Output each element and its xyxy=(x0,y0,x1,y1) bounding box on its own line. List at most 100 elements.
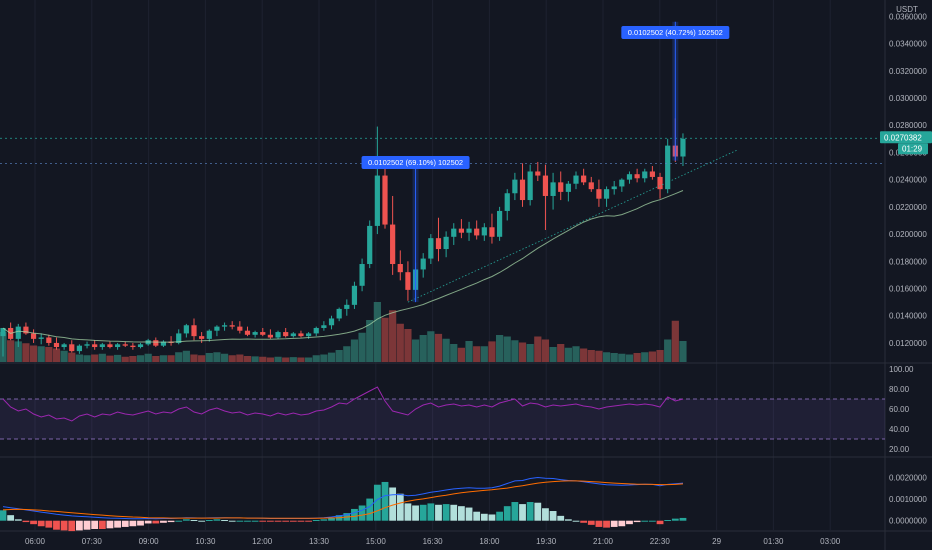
candle-body[interactable] xyxy=(260,332,266,335)
candle-body[interactable] xyxy=(359,264,365,286)
candle-body[interactable] xyxy=(581,175,587,183)
candle-body[interactable] xyxy=(191,325,197,337)
candle-body[interactable] xyxy=(420,258,426,270)
candle-body[interactable] xyxy=(512,179,518,194)
candle-body[interactable] xyxy=(23,326,29,334)
candle-body[interactable] xyxy=(53,342,60,348)
candle-body[interactable] xyxy=(214,326,220,331)
candle-body[interactable] xyxy=(153,340,159,346)
candle-body[interactable] xyxy=(61,344,67,348)
candle-body[interactable] xyxy=(298,333,304,337)
candle-body[interactable] xyxy=(206,330,212,339)
moving-average-line xyxy=(2,190,684,343)
candle-body[interactable] xyxy=(489,227,495,237)
candle-body[interactable] xyxy=(535,171,541,176)
candle-body[interactable] xyxy=(351,285,358,305)
candle-body[interactable] xyxy=(137,344,144,348)
time-axis[interactable]: 06:00 07:30 09:00 10:30 12:00 13:30 15:00 16:30… xyxy=(25,537,841,546)
candle-body[interactable] xyxy=(649,171,655,177)
candle-body[interactable] xyxy=(626,174,633,180)
candlesticks[interactable] xyxy=(0,118,686,357)
candle-body[interactable] xyxy=(130,345,136,348)
candle-body[interactable] xyxy=(504,193,510,211)
candle-body[interactable] xyxy=(588,182,594,190)
candle-body[interactable] xyxy=(30,333,37,339)
candle-body[interactable] xyxy=(275,332,281,338)
candle-body[interactable] xyxy=(199,336,205,339)
candle-body[interactable] xyxy=(237,326,243,331)
candle-body[interactable] xyxy=(344,304,350,309)
candle-body[interactable] xyxy=(290,333,296,337)
candle-body[interactable] xyxy=(542,175,549,196)
candle-body[interactable] xyxy=(313,327,319,334)
time-tick-label: 22:30 xyxy=(650,537,671,546)
candle-body[interactable] xyxy=(244,330,251,335)
candle-body[interactable] xyxy=(176,333,182,343)
candle-body[interactable] xyxy=(603,189,610,199)
candle-body[interactable] xyxy=(397,264,403,273)
candle-body[interactable] xyxy=(99,344,105,348)
candle-body[interactable] xyxy=(435,238,442,250)
candle-body[interactable] xyxy=(611,186,617,190)
candle-body[interactable] xyxy=(657,176,663,190)
rsi-line[interactable] xyxy=(2,386,684,422)
candle-body[interactable] xyxy=(573,175,579,184)
candle-body[interactable] xyxy=(76,345,82,352)
signal-line[interactable] xyxy=(2,480,684,519)
candle-body[interactable] xyxy=(634,174,640,179)
candle-body[interactable] xyxy=(46,337,52,343)
candle-body[interactable] xyxy=(160,341,167,346)
volume-bar xyxy=(29,345,38,362)
candle-body[interactable] xyxy=(69,344,75,352)
candle-body[interactable] xyxy=(382,175,388,225)
candle-body[interactable] xyxy=(0,327,6,337)
candle-body[interactable] xyxy=(550,182,556,196)
candle-body[interactable] xyxy=(474,228,480,236)
candle-body[interactable] xyxy=(15,326,21,339)
candle-body[interactable] xyxy=(390,224,396,265)
candle-body[interactable] xyxy=(558,182,564,192)
candle-body[interactable] xyxy=(336,308,342,319)
volume-bar xyxy=(335,350,343,362)
candle-body[interactable] xyxy=(428,238,434,259)
candle-body[interactable] xyxy=(458,228,464,233)
candle-body[interactable] xyxy=(374,175,380,226)
volume-bar xyxy=(511,340,519,362)
candle-body[interactable] xyxy=(267,334,273,338)
candle-body[interactable] xyxy=(306,333,312,337)
candle-body[interactable] xyxy=(497,210,503,237)
candle-body[interactable] xyxy=(519,179,526,201)
candle-body[interactable] xyxy=(466,228,472,233)
candle-body[interactable] xyxy=(84,344,90,346)
macd-pane[interactable] xyxy=(0,476,687,532)
candle-body[interactable] xyxy=(405,272,411,290)
candle-body[interactable] xyxy=(122,344,128,346)
candle-body[interactable] xyxy=(642,171,648,179)
candle-body[interactable] xyxy=(680,138,686,157)
candle-body[interactable] xyxy=(92,344,98,348)
candle-body[interactable] xyxy=(367,225,373,265)
candle-body[interactable] xyxy=(451,228,457,237)
candle-body[interactable] xyxy=(221,325,228,327)
macd-histogram-bar xyxy=(649,520,656,522)
candle-body[interactable] xyxy=(183,325,189,334)
candle-body[interactable] xyxy=(443,236,449,250)
candle-body[interactable] xyxy=(229,325,235,327)
candle-body[interactable] xyxy=(619,179,625,187)
candle-body[interactable] xyxy=(107,344,113,348)
candle-body[interactable] xyxy=(527,171,533,201)
candle-body[interactable] xyxy=(321,325,327,328)
macd-histogram-bar xyxy=(221,520,228,522)
candle-body[interactable] xyxy=(328,318,335,326)
candle-body[interactable] xyxy=(252,332,258,335)
candle-body[interactable] xyxy=(481,227,487,236)
candle-body[interactable] xyxy=(283,332,289,337)
rsi-pane[interactable] xyxy=(0,386,885,440)
candle-body[interactable] xyxy=(38,337,44,339)
candle-body[interactable] xyxy=(596,189,602,199)
candle-body[interactable] xyxy=(565,183,571,192)
candle-body[interactable] xyxy=(665,145,671,190)
candle-body[interactable] xyxy=(115,344,121,348)
